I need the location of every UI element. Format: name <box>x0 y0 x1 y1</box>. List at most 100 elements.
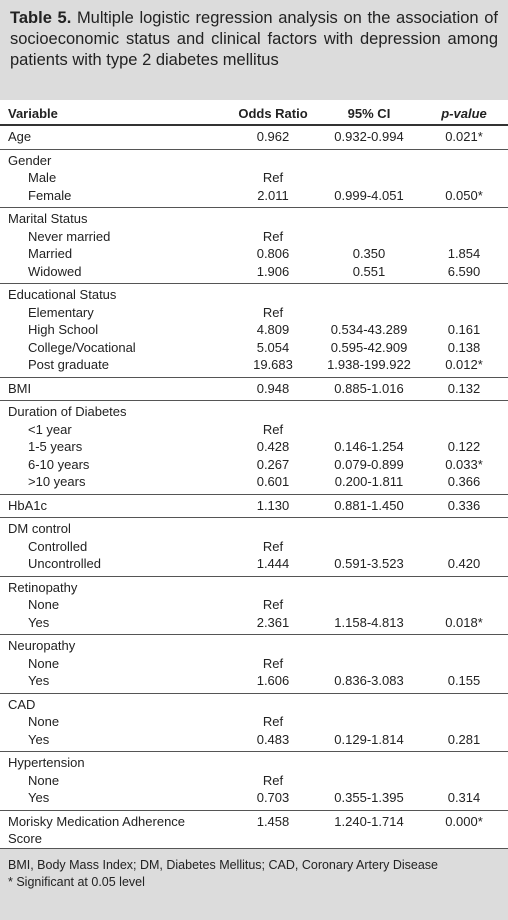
row: High School 4.809 0.534-43.289 0.161 <box>0 321 508 339</box>
row: BMI 0.948 0.885-1.016 0.132 <box>0 380 508 398</box>
cell: 0.200-1.811 <box>334 474 404 489</box>
section: CAD None Ref Yes 0.483 0.129-1.814 0.281 <box>0 694 508 752</box>
cell: 0.591-3.523 <box>334 556 404 571</box>
empty-cell <box>420 228 508 246</box>
cell: 19.683 <box>253 357 293 372</box>
cell: 0.336 <box>447 497 481 513</box>
column-title: p-value <box>441 106 487 121</box>
cell: Ref <box>262 772 284 788</box>
cell: Ref <box>262 597 284 612</box>
row: Elementary Ref <box>0 304 508 322</box>
cell: Married <box>28 246 73 261</box>
empty-cell <box>318 304 420 322</box>
footnotes: BMI, Body Mass Index; DM, Diabetes Melli… <box>0 848 508 920</box>
row: HbA1c 1.130 0.881-1.450 0.336 <box>0 497 508 515</box>
section: Morisky Medication Adherence Score 1.458 1… <box>0 811 508 852</box>
cell: 0.703 <box>256 790 290 805</box>
cell: Age <box>8 129 32 144</box>
row: Widowed 1.906 0.551 6.590 <box>0 263 508 281</box>
row: Yes 0.483 0.129-1.814 0.281 <box>0 731 508 749</box>
cell: 1.458 <box>256 813 290 829</box>
cell: 0.534-43.289 <box>330 322 408 337</box>
section-title-row: Hypertension <box>0 754 508 772</box>
row: None Ref <box>0 713 508 731</box>
cell: Uncontrolled <box>28 556 101 571</box>
empty-cell <box>318 655 420 673</box>
row: <1 year Ref <box>0 421 508 439</box>
cell: 1.938-199.922 <box>327 357 411 372</box>
section-title: Retinopathy <box>8 579 78 595</box>
row: Morisky Medication Adherence Score 1.458 1… <box>0 813 508 848</box>
cell: Yes <box>28 614 50 630</box>
cell: Female <box>28 187 72 203</box>
section-title: Neuropathy <box>8 638 76 653</box>
cell: 0.962 <box>256 129 290 144</box>
column-header: Variable Odds Ratio 95% CI p-value <box>0 100 508 126</box>
cell: 2.011 <box>257 187 289 203</box>
cell: 0.000* <box>445 813 483 829</box>
cell: None <box>28 655 60 671</box>
cell: Morisky Medication Adherence Score <box>8 813 186 847</box>
cell: 0.999-4.051 <box>334 187 404 203</box>
caption: Table 5. Multiple logistic regression an… <box>0 0 508 100</box>
cell: 0.021* <box>445 129 483 144</box>
empty-cell <box>420 596 508 614</box>
cell: 0.018* <box>445 614 483 630</box>
cell: HbA1c <box>8 497 48 513</box>
empty-cell <box>420 713 508 731</box>
section-title: Marital Status <box>8 211 88 226</box>
section-title-row: Neuropathy <box>0 637 508 655</box>
cell: 5.054 <box>256 339 290 355</box>
cell: None <box>28 714 60 729</box>
cell: <1 year <box>28 421 72 437</box>
empty-cell <box>318 228 420 246</box>
cell: College/Vocational <box>28 339 136 355</box>
cell: 0.881-1.450 <box>334 497 404 513</box>
cell: >10 years <box>28 474 86 489</box>
section-title-row: Marital Status <box>0 210 508 228</box>
cell: 2.361 <box>256 614 290 630</box>
cell: 0.355-1.395 <box>334 790 404 805</box>
row: Male Ref <box>0 169 508 187</box>
cell: Yes <box>28 731 50 747</box>
section-title: Hypertension <box>8 755 85 770</box>
section-title-row: CAD <box>0 696 508 714</box>
row: None Ref <box>0 596 508 614</box>
section: Hypertension None Ref Yes 0.703 0.355-1.395 0.… <box>0 752 508 811</box>
section-title: Educational Status <box>8 287 117 302</box>
empty-cell <box>420 421 508 439</box>
cell: None <box>28 597 60 612</box>
cell: 1.444 <box>256 556 290 571</box>
section-title: Duration of Diabetes <box>8 404 127 419</box>
row: Yes 0.703 0.355-1.395 0.314 <box>0 789 508 807</box>
cell: 0.551 <box>352 263 386 279</box>
cell: 1.158-4.813 <box>334 614 404 630</box>
cell: 1.240-1.714 <box>334 813 404 829</box>
row: Controlled Ref <box>0 538 508 556</box>
row: 1-5 years 0.428 0.146-1.254 0.122 <box>0 438 508 456</box>
empty-cell <box>318 169 420 187</box>
table-body: Age 0.962 0.932-0.994 0.021* Gender Male Ref Fe… <box>0 126 508 852</box>
row: Female 2.011 0.999-4.051 0.050* <box>0 187 508 205</box>
empty-cell <box>318 596 420 614</box>
cell: 0.267 <box>256 456 290 472</box>
empty-cell <box>420 772 508 790</box>
cell: 1.130 <box>256 497 290 513</box>
cell: Ref <box>262 714 284 729</box>
section: HbA1c 1.130 0.881-1.450 0.336 <box>0 495 508 518</box>
cell: 0.350 <box>352 246 386 261</box>
cell: 0.948 <box>256 380 290 396</box>
cell: None <box>28 772 60 788</box>
cell: Ref <box>262 421 284 437</box>
row: None Ref <box>0 655 508 673</box>
column-title: Variable <box>8 106 58 121</box>
cell: Ref <box>262 304 284 320</box>
caption-label: Table 5. <box>10 9 72 27</box>
cell: 0.601 <box>256 474 290 489</box>
cell: 6-10 years <box>28 456 90 472</box>
cell: 1.906 <box>256 263 290 279</box>
cell: 0.138 <box>447 339 481 355</box>
row: Yes 2.361 1.158-4.813 0.018* <box>0 614 508 632</box>
section-title-row: Duration of Diabetes <box>0 403 508 421</box>
cell: Post graduate <box>28 357 109 372</box>
